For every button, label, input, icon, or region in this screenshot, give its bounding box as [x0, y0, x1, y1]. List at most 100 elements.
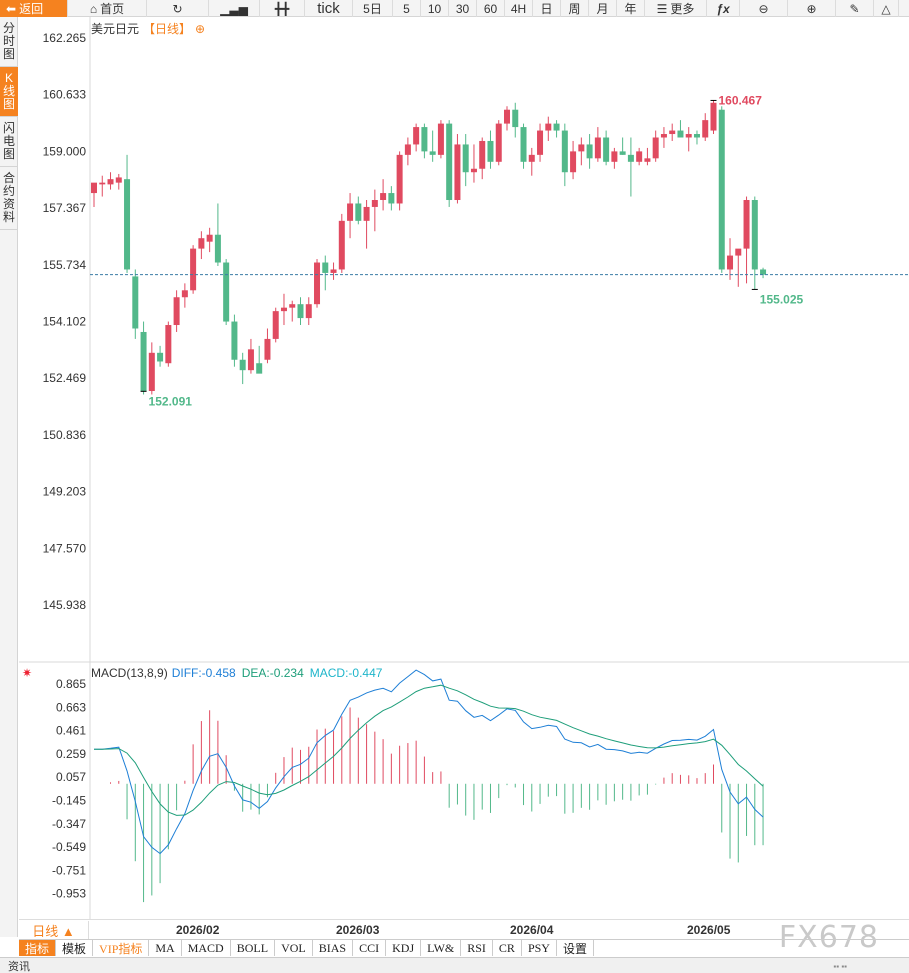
candle-body	[512, 109, 519, 128]
tab-kline[interactable]: K线图	[0, 67, 18, 117]
candle-body	[322, 262, 329, 273]
home-button[interactable]: ⌂ 首页	[68, 0, 147, 17]
period-label: 【日线】	[143, 22, 192, 36]
candle-body	[256, 363, 263, 374]
period-week-button[interactable]: 周	[561, 0, 589, 17]
indicator-rsi[interactable]: RSI	[461, 940, 493, 956]
candle-body	[206, 234, 213, 242]
indicator-bias[interactable]: BIAS	[312, 940, 354, 956]
macd-tick-label: 0.865	[56, 677, 86, 691]
candle-body	[198, 238, 205, 249]
candle-body	[520, 127, 527, 162]
shape-button[interactable]: △	[874, 0, 899, 17]
period-selector[interactable]: 日线 ▲	[19, 921, 89, 940]
candle-body	[239, 359, 246, 371]
price-tick-label: 145.938	[43, 598, 87, 612]
low-label: 152.091	[149, 394, 193, 408]
candle-body	[289, 304, 296, 308]
candle-body	[611, 151, 618, 162]
tab-flash[interactable]: 闪电图	[0, 117, 18, 167]
candle-body	[760, 269, 767, 275]
indicator-lw[interactable]: LW&	[421, 940, 462, 956]
candle-body	[636, 151, 643, 162]
candle-body	[504, 109, 510, 124]
period-60-button[interactable]: 60	[477, 0, 505, 17]
indicator-cr[interactable]: CR	[492, 940, 522, 956]
tick-button[interactable]: tick	[305, 0, 353, 17]
candle-body	[570, 151, 577, 173]
candle-body	[487, 140, 494, 162]
candle-body	[347, 203, 354, 221]
candle-body	[140, 331, 147, 392]
candle-body	[305, 304, 312, 319]
period-year-button[interactable]: 年	[617, 0, 645, 17]
add-icon[interactable]: ⊕	[195, 22, 206, 36]
candle-body	[173, 297, 180, 326]
settings-tab[interactable]: 设置	[556, 940, 594, 956]
indicator-bar: 指标 模板 VIP指标 MA MACD BOLL VOL BIAS CCI KD…	[19, 939, 909, 956]
indicator-vol[interactable]: VOL	[275, 940, 313, 956]
candle-body	[677, 130, 684, 138]
news-link[interactable]: 资讯	[8, 961, 30, 973]
price-tick-label: 150.836	[43, 428, 87, 442]
five-day-button[interactable]: 5日	[353, 0, 393, 17]
more-button[interactable]: ☰ 更多	[645, 0, 707, 17]
price-chart[interactable]: 162.265 160.633 159.000 157.367 155.734 154.1…	[19, 17, 909, 919]
indicator-boll[interactable]: BOLL	[230, 940, 276, 956]
indicator-cci[interactable]: CCI	[353, 940, 387, 956]
candle-body	[751, 200, 758, 270]
macd-dea-value: DEA:-0.234	[241, 666, 304, 680]
indicator-psy[interactable]: PSY	[521, 940, 557, 956]
zoom-out-button[interactable]: ⊖	[740, 0, 788, 17]
candle-body	[115, 177, 122, 183]
template-tab[interactable]: 模板	[56, 940, 94, 956]
status-bar: 资讯	[0, 957, 909, 973]
tab-timeshare[interactable]: 分时图	[0, 17, 18, 67]
refresh-button[interactable]: ↻	[147, 0, 209, 17]
zoom-in-button[interactable]: ⊕	[788, 0, 836, 17]
chart-title: 美元日元 【日线】 ⊕	[91, 20, 205, 37]
draw-button[interactable]: ✎	[836, 0, 874, 17]
candle-body	[297, 304, 304, 319]
bar-chart-button[interactable]: ▁▃▅	[209, 0, 260, 17]
symbol-name: 美元日元	[91, 22, 140, 36]
zoom-in-icon: ⊕	[806, 1, 817, 16]
indicator-macd[interactable]: MACD	[181, 940, 231, 956]
macd-tick-label: 0.259	[56, 747, 86, 761]
vip-indicator-tab[interactable]: VIP指标	[93, 940, 150, 956]
settings-gear-icon[interactable]: ✷	[22, 666, 33, 680]
candle-body	[429, 151, 436, 155]
candlestick-button[interactable]: ╋╋	[260, 0, 305, 17]
grid-dots-icon: ▪▪ ▪▪	[833, 962, 847, 971]
period-month-button[interactable]: 月	[589, 0, 617, 17]
indicator-ma[interactable]: MA	[149, 940, 182, 956]
candle-body	[91, 182, 97, 194]
pen-icon: ✎	[849, 1, 860, 16]
candle-body	[231, 321, 238, 360]
period-5-button[interactable]: 5	[393, 0, 421, 17]
candle-body	[735, 248, 742, 256]
candle-body	[495, 123, 502, 162]
period-4h-button[interactable]: 4H	[505, 0, 533, 17]
candle-body	[669, 130, 676, 135]
price-tick-label: 160.633	[43, 88, 87, 102]
candle-body	[355, 203, 362, 221]
indicator-kdj[interactable]: KDJ	[386, 940, 422, 956]
indicator-tab[interactable]: 指标	[19, 940, 57, 956]
price-tick-label: 157.367	[43, 201, 87, 215]
macd-diff-value: DIFF:-0.458	[171, 666, 236, 680]
candle-body	[190, 248, 197, 291]
period-30-button[interactable]: 30	[449, 0, 477, 17]
formula-button[interactable]: ƒx	[707, 0, 740, 17]
candle-body	[545, 123, 552, 131]
macd-tick-label: -0.953	[52, 887, 86, 901]
period-10-button[interactable]: 10	[421, 0, 449, 17]
period-day-button[interactable]: 日	[533, 0, 561, 17]
candle-body	[181, 290, 188, 298]
high-label: 160.467	[719, 93, 763, 107]
back-button[interactable]: ⬅ 返回	[0, 0, 68, 17]
tab-contract[interactable]: 合约资料	[0, 167, 18, 230]
candle-body	[718, 109, 725, 270]
low-label-right: 155.025	[760, 292, 804, 306]
price-tick-label: 154.102	[43, 314, 87, 328]
